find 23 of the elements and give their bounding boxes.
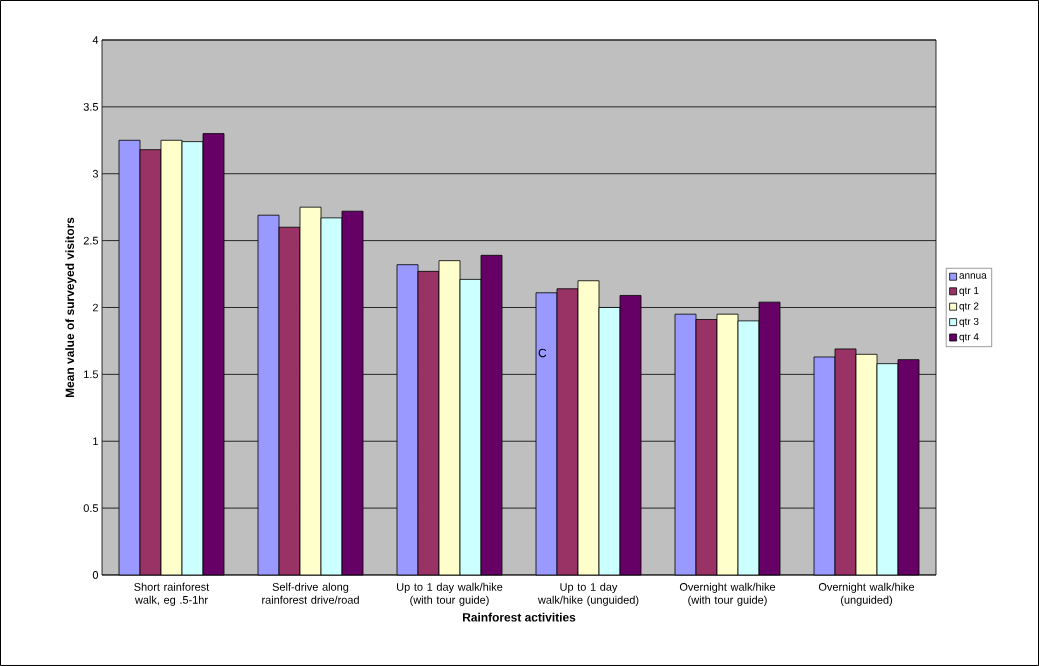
x-tick-label: Self-drive along rainforest drive/road xyxy=(262,582,359,604)
y-tick-label: 2.5 xyxy=(83,236,99,245)
x-tick-label: Short rainforest walk, eg .5-1hr xyxy=(134,582,210,606)
legend-label: qtr 1 xyxy=(959,287,979,297)
x-tick-label: Up to 1 day walk/hike (unguided) xyxy=(537,582,639,606)
legend-label: qtr 3 xyxy=(959,317,979,327)
y-tick-label: 1.5 xyxy=(84,370,99,379)
y-axis-title: Mean value of surveyed visitors xyxy=(65,217,77,398)
y-tick-label: 0 xyxy=(92,571,99,579)
legend-label: annua xyxy=(959,273,987,279)
x-tick-label: Overnight walk/hike (with tour guide) xyxy=(679,582,776,606)
y-tick-label: 1 xyxy=(93,437,98,445)
x-tick-label: Overnight walk/hike (unguided) xyxy=(818,582,915,606)
y-tick-label: 2 xyxy=(92,303,98,312)
y-tick-label: 4 xyxy=(92,36,99,44)
x-axis-title: Rainforest activities xyxy=(463,612,576,622)
y-tick-label: 0.5 xyxy=(83,504,99,512)
legend-label: qtr 4 xyxy=(959,333,979,343)
annotation: C xyxy=(538,348,547,358)
legend-label: qtr 2 xyxy=(959,302,979,312)
x-tick-label: Up to 1 day walk/hike (with tour guide) xyxy=(397,582,503,606)
y-tick-label: 3 xyxy=(92,169,98,178)
y-tick-label: 3.5 xyxy=(83,102,99,111)
